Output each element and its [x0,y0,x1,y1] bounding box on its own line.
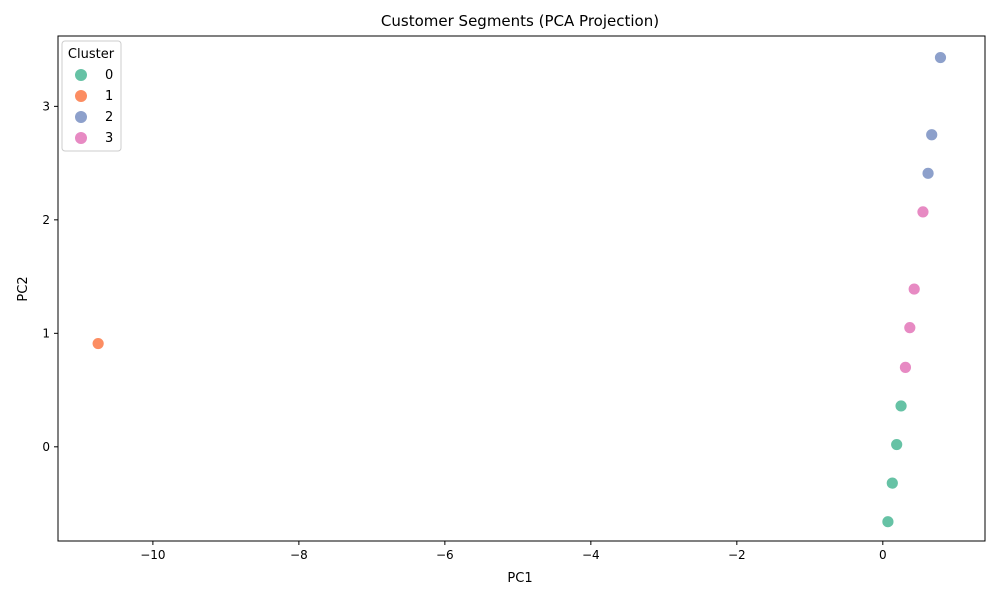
y-axis: 0 1 2 3 [42,99,58,454]
legend-label: 1 [105,89,113,104]
legend-label: 2 [105,110,113,125]
x-axis-label: PC1 [507,571,532,586]
legend-marker [75,132,87,144]
legend-title: Cluster [68,47,115,62]
data-point-cluster-2 [934,51,947,64]
y-axis-label: PC2 [16,276,31,301]
chart-title: Customer Segments (PCA Projection) [381,12,659,30]
x-tick-label: −4 [582,548,600,562]
legend-items: 0 1 2 3 [75,68,113,146]
legend-marker [75,90,87,102]
x-tick-label: −8 [290,548,308,562]
data-points [91,51,947,529]
x-tick-label: −10 [140,548,165,562]
legend-marker [75,69,87,81]
legend-marker [75,111,87,123]
data-point-cluster-2 [925,128,939,142]
data-point-cluster-3 [899,360,912,374]
x-axis: −10 −8 −6 −4 −2 0 [140,541,887,562]
y-tick-label: 1 [42,326,50,340]
x-tick-label: −6 [436,548,454,562]
legend-label: 0 [105,68,113,83]
data-point-cluster-1 [91,337,105,350]
legend-box [61,40,122,152]
data-point-cluster-2 [921,166,935,180]
data-point-cluster-0 [885,476,899,490]
plot-area: −10 −8 −6 −4 −2 0 0 1 2 3 [42,35,986,562]
y-tick-label: 3 [42,99,50,113]
legend-label: 3 [105,131,113,146]
x-tick-label: −2 [728,548,746,562]
plot-frame [57,35,986,542]
data-point-cluster-3 [903,321,917,335]
data-point-cluster-3 [907,282,921,296]
data-point-cluster-0 [894,399,908,413]
y-tick-label: 2 [42,213,50,227]
data-point-cluster-0 [890,438,904,451]
legend: Cluster 0 1 2 3 [61,40,122,152]
x-tick-label: 0 [879,548,887,562]
data-point-cluster-0 [881,515,895,529]
data-point-cluster-3 [916,205,930,219]
y-tick-label: 0 [42,440,50,454]
